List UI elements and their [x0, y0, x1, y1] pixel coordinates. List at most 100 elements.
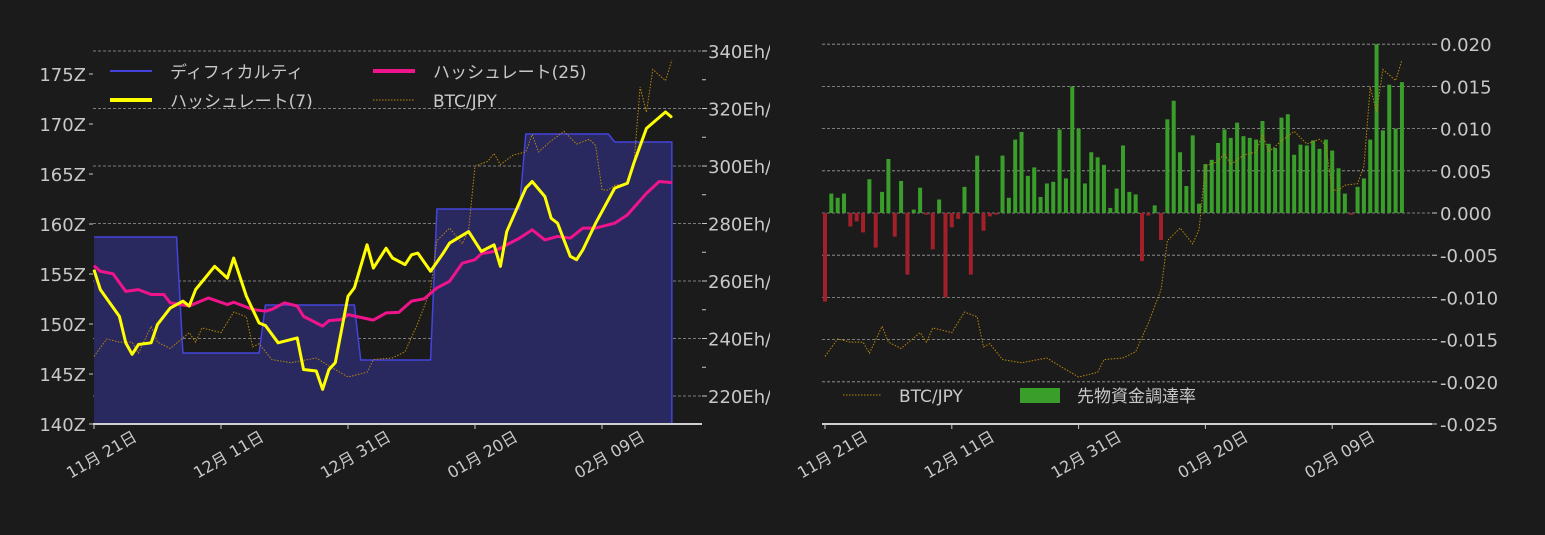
- legend-label: ディフィカルティ: [170, 62, 303, 83]
- right-tick-label: 240Eh/s: [708, 330, 770, 351]
- hashrate-7-point: [226, 277, 228, 279]
- hashrate-7-point: [493, 244, 495, 246]
- hashrate-25-point: [112, 273, 114, 275]
- funding-rate-bar: [1216, 142, 1221, 213]
- hashrate-7-point: [665, 111, 666, 113]
- right-tick-label: 220Eh/s: [708, 387, 770, 408]
- x-tick-label: 01月 20日: [1175, 427, 1252, 482]
- funding-rate-bar: [1380, 130, 1385, 213]
- funding-rate-bar: [861, 213, 866, 233]
- hashrate-7-point: [385, 247, 387, 249]
- hashrate-7-point: [569, 255, 571, 257]
- funding-rate-bar: [924, 213, 929, 215]
- funding-rate-bar: [1165, 119, 1170, 213]
- funding-rate-bar: [1101, 164, 1106, 213]
- hashrate-25-point: [296, 305, 298, 307]
- right-tick-label: -0.020: [1440, 373, 1498, 394]
- legend-label: ハッシュレート(25): [433, 63, 587, 83]
- funding-rate-bar: [1311, 140, 1316, 213]
- funding-rate-bar: [1241, 136, 1246, 213]
- funding-rate-bar: [1171, 100, 1176, 213]
- funding-rate-bar: [1273, 148, 1278, 213]
- hashrate-25-point: [328, 320, 330, 322]
- hashrate-7-point: [480, 250, 482, 252]
- hashrate-25-point: [569, 237, 571, 239]
- funding-rate-bar: [1146, 213, 1151, 216]
- hashrate-25-point: [99, 270, 101, 272]
- hashrate-7-point: [506, 231, 508, 233]
- hashrate-25-point: [411, 300, 412, 302]
- hashrate-7-point: [499, 265, 501, 267]
- funding-rate-bar: [1304, 145, 1309, 213]
- hashrate-25-point: [341, 319, 343, 321]
- right-tick-label: 0.010: [1440, 120, 1492, 141]
- hashrate-25-point: [226, 304, 228, 306]
- hashrate-7-point: [550, 217, 552, 219]
- hashrate-7-point: [468, 231, 470, 233]
- funding-rate-bar: [1317, 148, 1322, 213]
- funding-rate-bar: [987, 213, 992, 217]
- x-tick-label: 02月 09日: [1301, 427, 1378, 482]
- funding-rate-bar: [842, 193, 847, 213]
- right-tick-label: 0.000: [1440, 204, 1492, 225]
- right-tick-label: 0.005: [1440, 162, 1492, 183]
- funding-rate-bar: [1222, 129, 1227, 213]
- funding-rate-bar: [899, 180, 904, 213]
- btc-jpy-line: [824, 59, 1403, 378]
- legend-label: ハッシュレート(7): [170, 92, 313, 112]
- hashrate-7-point: [557, 222, 559, 224]
- hashrate-25-point: [347, 314, 349, 316]
- hashrate-7-point: [404, 264, 406, 266]
- x-tick-label: 12月 31日: [1048, 427, 1125, 482]
- funding-rate-bar: [1235, 122, 1240, 213]
- right-tick-label: 0.020: [1440, 35, 1492, 56]
- hashrate-7-point: [258, 322, 260, 324]
- right-tick-label: 340Eh/s: [708, 42, 770, 63]
- hashrate-7-point: [99, 289, 101, 291]
- hashrate-25-point: [385, 312, 387, 314]
- funding-rate-bar: [1089, 152, 1094, 213]
- hashrate-7-point: [328, 369, 330, 371]
- funding-rate-bar: [854, 213, 859, 222]
- difficulty-area: [94, 134, 672, 424]
- left-tick-label: 165Z: [39, 165, 86, 186]
- funding-rate-bar: [1082, 183, 1087, 213]
- hashrate-25-point: [582, 227, 584, 229]
- hashrate-25-point: [658, 181, 660, 183]
- funding-rate-bar: [911, 209, 916, 213]
- hashrate-25-point: [271, 308, 273, 310]
- hashrate-7-point: [296, 337, 298, 339]
- right-tick-label: 260Eh/s: [708, 272, 770, 293]
- funding-rate-bar: [829, 193, 834, 213]
- funding-rate-bar: [1070, 86, 1075, 213]
- hashrate-25-point: [233, 301, 235, 303]
- left-tick-label: 140Z: [39, 415, 86, 436]
- hashrate-7-point: [544, 195, 546, 197]
- funding-rate-bar: [1266, 143, 1271, 213]
- funding-rate-bar: [1323, 139, 1328, 213]
- funding-rate-bar: [1393, 128, 1398, 213]
- funding-rate-bar: [1006, 197, 1011, 213]
- funding-rate-bar: [886, 158, 891, 213]
- funding-rate-bar: [1120, 145, 1125, 213]
- funding-rate-bar: [943, 213, 948, 298]
- hashrate-25-point: [398, 311, 400, 313]
- hashrate-25-point: [423, 298, 425, 300]
- hashrate-25-point: [169, 302, 171, 304]
- hashrate-25-point: [449, 280, 451, 282]
- funding-rate-bar: [1159, 213, 1164, 241]
- funding-rate-bar: [1095, 157, 1100, 213]
- funding-rate-bar: [975, 155, 980, 213]
- funding-rate-bar: [1399, 82, 1404, 214]
- funding-rate-bar: [1190, 135, 1195, 213]
- hashrate-7-point: [671, 116, 673, 118]
- hashrate-7-point: [626, 182, 628, 184]
- hashrate-7-point: [633, 162, 635, 164]
- hashrate-25-point: [284, 302, 285, 304]
- hashrate-25-point: [671, 182, 673, 184]
- hashrate-7-point: [645, 127, 647, 129]
- funding-rate-bar: [1292, 154, 1297, 213]
- hashrate-25-point: [557, 235, 559, 237]
- funding-rate-bar: [1197, 203, 1202, 213]
- funding-rate-bar: [1279, 117, 1284, 213]
